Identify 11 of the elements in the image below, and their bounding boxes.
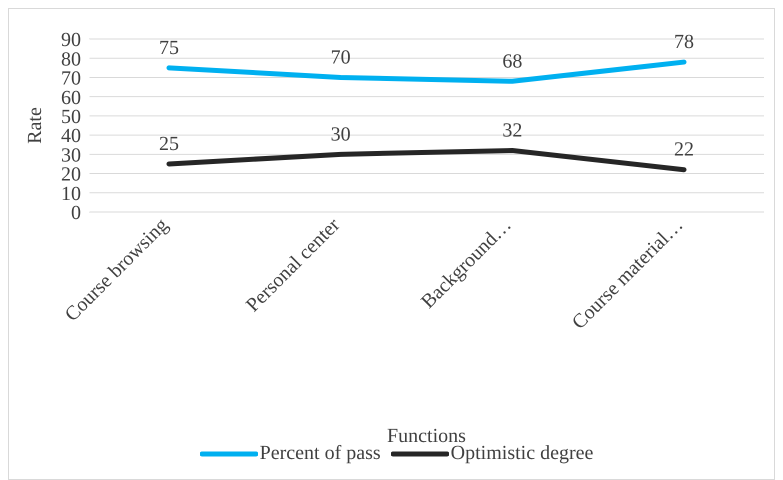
data-label: 32 [502,119,522,142]
data-label: 78 [674,31,694,54]
data-label: 22 [674,138,694,161]
data-label: 68 [502,50,522,72]
y-axis-title: Rate [24,107,46,144]
legend-label: Percent of pass [260,442,381,465]
data-label: 30 [330,123,351,146]
data-label: 75 [159,36,179,59]
y-tick-label: 0 [71,202,81,224]
data-label: 70 [330,46,351,68]
data-label: 25 [159,132,179,155]
